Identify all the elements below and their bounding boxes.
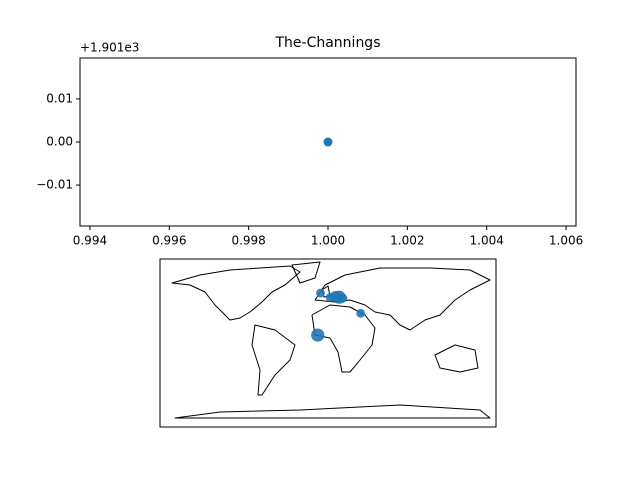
coastline xyxy=(291,261,321,284)
map-point xyxy=(338,293,348,303)
x-tick-label: 1.002 xyxy=(390,234,424,248)
coastline xyxy=(434,344,479,373)
coastline xyxy=(171,265,301,321)
map-point xyxy=(356,308,366,318)
coastline xyxy=(311,304,376,373)
y-tick-label: 0.00 xyxy=(46,135,73,149)
axes-frame xyxy=(79,57,577,227)
x-tick-label: 0.996 xyxy=(152,234,186,248)
x-tick-label: 0.998 xyxy=(231,234,265,248)
x-tick-label: 0.994 xyxy=(73,234,107,248)
y-tick-label: 0.01 xyxy=(46,91,73,105)
map-coastlines xyxy=(171,261,491,419)
map-point xyxy=(316,288,325,298)
chart-title: The-Channings xyxy=(274,35,380,51)
x-tick-label: 1.000 xyxy=(311,234,345,248)
map-point xyxy=(311,328,325,342)
coastline xyxy=(251,324,296,396)
y-tick-label: −0.01 xyxy=(36,178,73,192)
coastline xyxy=(174,404,491,419)
x-tick-label: 1.004 xyxy=(470,234,504,248)
x-tick-label: 1.006 xyxy=(549,234,583,248)
coastline xyxy=(314,267,491,331)
map-frame xyxy=(159,258,497,428)
y-offset-label: +1.901e3 xyxy=(80,41,139,55)
point xyxy=(323,137,333,147)
